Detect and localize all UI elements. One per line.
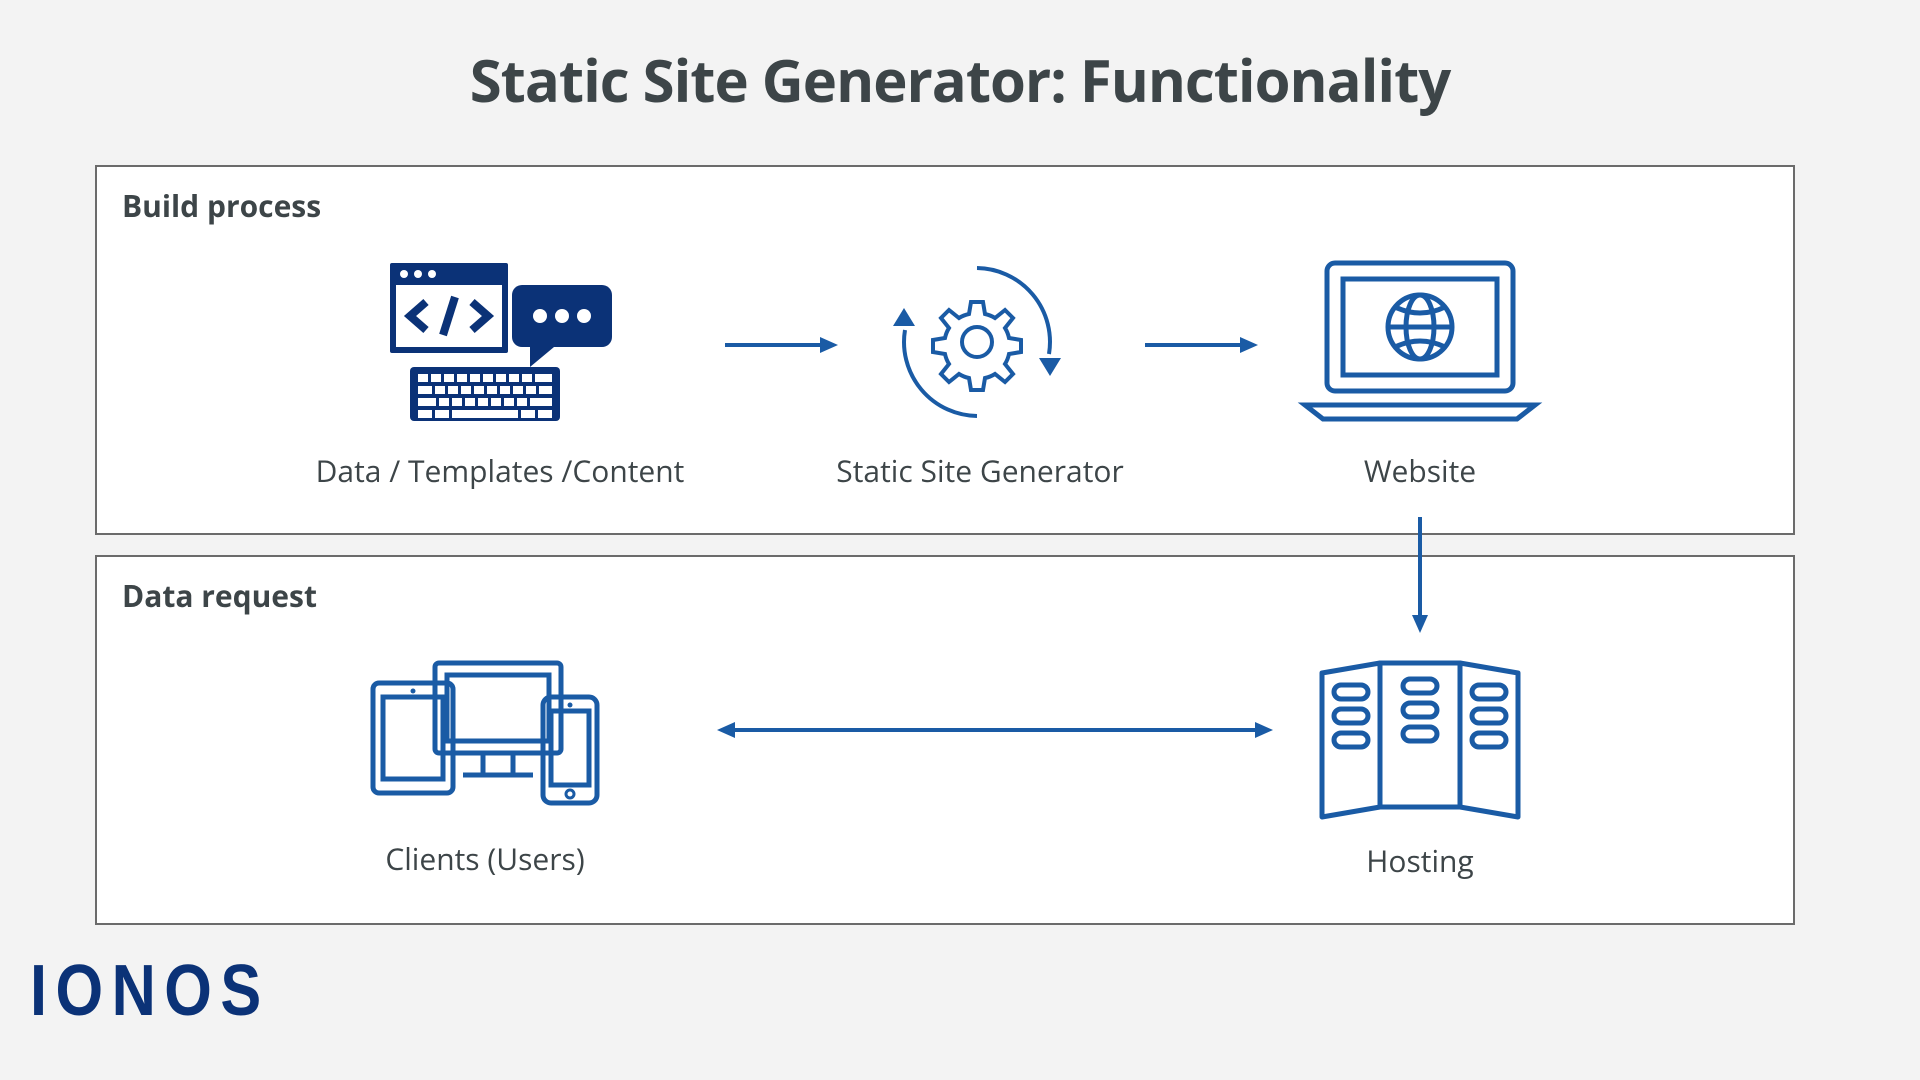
- devices-icon: [365, 655, 605, 815]
- label-website: Website: [1300, 450, 1540, 491]
- label-clients: Clients (Users): [340, 838, 630, 879]
- label-data: Data / Templates /Content: [300, 450, 700, 491]
- code-template-icon: [380, 255, 620, 430]
- arrow-website-to-hosting: [1400, 515, 1440, 635]
- arrow-ssg-to-website: [1140, 325, 1260, 365]
- arrow-data-to-ssg: [720, 325, 840, 365]
- gear-refresh-icon: [885, 250, 1070, 435]
- ionos-logo: IONOS: [30, 950, 270, 1032]
- label-ssg: Static Site Generator: [800, 450, 1160, 491]
- panel-request-label: Data request: [122, 575, 317, 616]
- server-icon: [1310, 655, 1530, 825]
- panel-build-label: Build process: [122, 185, 321, 226]
- arrow-clients-hosting-bidir: [715, 710, 1275, 750]
- label-hosting: Hosting: [1300, 840, 1540, 881]
- laptop-globe-icon: [1295, 255, 1545, 425]
- page-title: Static Site Generator: Functionality: [0, 40, 1920, 119]
